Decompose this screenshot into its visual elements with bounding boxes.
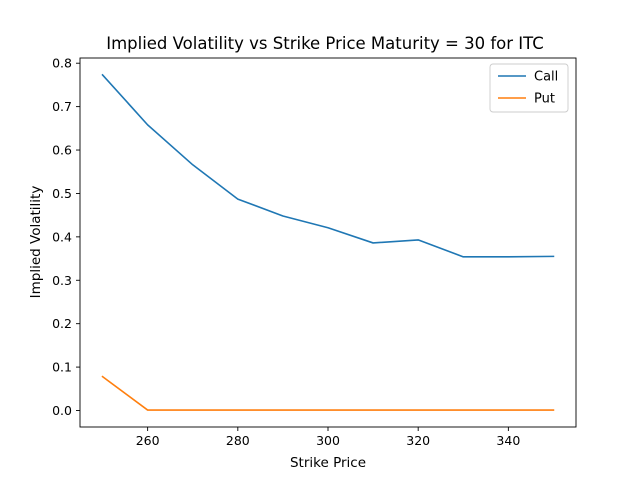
- y-tick-label: 0.7: [52, 99, 72, 114]
- x-tick-label: 320: [406, 433, 430, 448]
- x-axis-label: Strike Price: [290, 455, 366, 471]
- chart-title: Implied Volatility vs Strike Price Matur…: [106, 34, 544, 53]
- x-tick-label: 280: [226, 433, 250, 448]
- y-axis-label: Implied Volatility: [28, 186, 44, 299]
- x-tick-label: 260: [136, 433, 160, 448]
- series-line-put: [101, 375, 555, 411]
- legend-label-put: Put: [534, 92, 555, 107]
- y-tick-label: 0.5: [52, 186, 72, 201]
- y-tick-label: 0.0: [52, 403, 72, 418]
- series-line-call: [101, 73, 555, 258]
- legend-label-call: Call: [534, 70, 558, 85]
- y-tick-label: 0.8: [52, 56, 72, 71]
- plot-area: 260 280 300 320 340 0.0 0.1 0.2 0.3 0.4 0.5 0.6 0.7 0…: [52, 56, 577, 448]
- x-tick-label: 340: [496, 433, 520, 448]
- y-tick-label: 0.1: [52, 360, 72, 375]
- y-tick-label: 0.4: [52, 229, 72, 244]
- y-tick-label: 0.6: [52, 143, 72, 158]
- x-tick-label: 300: [316, 433, 340, 448]
- y-tick-label: 0.2: [52, 316, 72, 331]
- y-tick-label: 0.3: [52, 273, 72, 288]
